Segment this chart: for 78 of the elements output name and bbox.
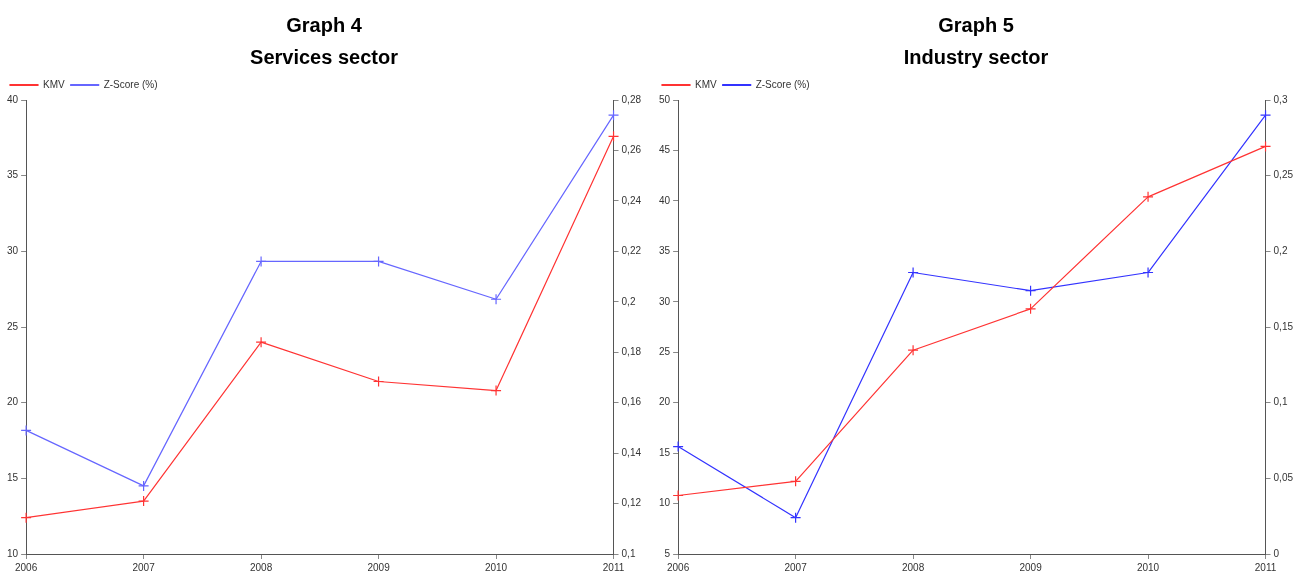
point (1142, 191, 1154, 203)
x-tick-label: 2007 (132, 561, 156, 573)
chart-subtitle: Industry sector (903, 45, 1049, 68)
y2-tick-label: 0,22 (621, 245, 642, 257)
x-tick-label: 2010 (484, 561, 508, 573)
point (255, 255, 267, 268)
x-tick-label: 2011 (1254, 561, 1277, 573)
y-tick-label: 40 (659, 194, 671, 206)
y2-tick-label: 0,25 (1273, 169, 1294, 181)
y2-tick-label: 0,28 (621, 93, 642, 105)
point (907, 344, 919, 356)
y-tick-label: 5 (664, 547, 671, 559)
y2-tick-label: 0,12 (621, 497, 642, 509)
y-tick-label: 15 (7, 472, 19, 484)
y-tick-label: 50 (659, 93, 671, 105)
point (1024, 285, 1037, 297)
y2-tick-label: 0,3 (1273, 93, 1288, 105)
legend-label: KMV (43, 78, 65, 90)
x-tick-label: 2009 (1019, 561, 1043, 573)
y-tick-label: 45 (659, 144, 671, 156)
y-tick-label: 15 (659, 446, 671, 458)
y2-tick-label: 0,14 (621, 446, 642, 458)
legend-label: KMV (695, 78, 717, 90)
y-tick-label: 10 (659, 497, 671, 509)
x-tick-label: 2010 (1136, 561, 1160, 573)
point (372, 255, 385, 268)
y-tick-label: 35 (7, 169, 19, 181)
y-tick-label: 30 (7, 245, 19, 257)
legend-label: Z-Score (%) (103, 78, 158, 90)
y2-tick-label: 0,1 (1273, 396, 1288, 408)
y2-tick-label: 0,2 (1273, 245, 1288, 257)
y-tick-label: 20 (659, 396, 671, 408)
y-tick-label: 25 (659, 345, 671, 357)
y2-tick-label: 0,05 (1273, 472, 1294, 484)
point (138, 480, 150, 492)
point (1024, 303, 1037, 315)
y-tick-label: 25 (7, 320, 19, 332)
point (372, 375, 385, 388)
y2-tick-label: 0,16 (621, 396, 642, 408)
point (790, 512, 802, 524)
chart-subtitle: Services sector (250, 45, 399, 68)
y-tick-label: 40 (7, 93, 19, 105)
x-tick-label: 2006 (667, 561, 690, 573)
point (138, 495, 150, 507)
y-tick-label: 10 (7, 547, 19, 559)
point (672, 489, 684, 502)
y2-tick-label: 0,1 (621, 547, 636, 559)
y-tick-label: 30 (659, 295, 671, 307)
point (607, 109, 620, 121)
point (907, 266, 919, 279)
point (1142, 266, 1154, 279)
point (672, 440, 684, 453)
point (490, 384, 502, 397)
x-tick-label: 2009 (367, 561, 391, 573)
point (607, 130, 620, 142)
x-tick-label: 2008 (249, 561, 273, 573)
point (1259, 140, 1272, 153)
x-tick-label: 2007 (784, 561, 808, 573)
y-tick-label: 35 (659, 245, 671, 257)
y2-tick-label: 0 (1273, 547, 1280, 559)
chart-title: Graph 4 (286, 13, 363, 36)
point (20, 512, 32, 524)
point (20, 424, 32, 437)
legend-label: Z-Score (%) (755, 78, 810, 90)
y2-tick-label: 0,15 (1273, 320, 1294, 332)
point (490, 293, 502, 305)
y2-tick-label: 0,2 (621, 295, 636, 307)
y-tick-label: 20 (7, 396, 19, 408)
chart-title: Graph 5 (938, 13, 1014, 36)
x-tick-label: 2006 (15, 561, 38, 573)
x-tick-label: 2011 (602, 561, 625, 573)
point (790, 475, 802, 487)
y2-tick-label: 0,24 (621, 194, 642, 206)
y2-tick-label: 0,26 (621, 144, 642, 156)
x-tick-label: 2008 (901, 561, 925, 573)
y2-tick-label: 0,18 (621, 345, 642, 357)
point (1259, 109, 1272, 121)
point (255, 336, 267, 348)
